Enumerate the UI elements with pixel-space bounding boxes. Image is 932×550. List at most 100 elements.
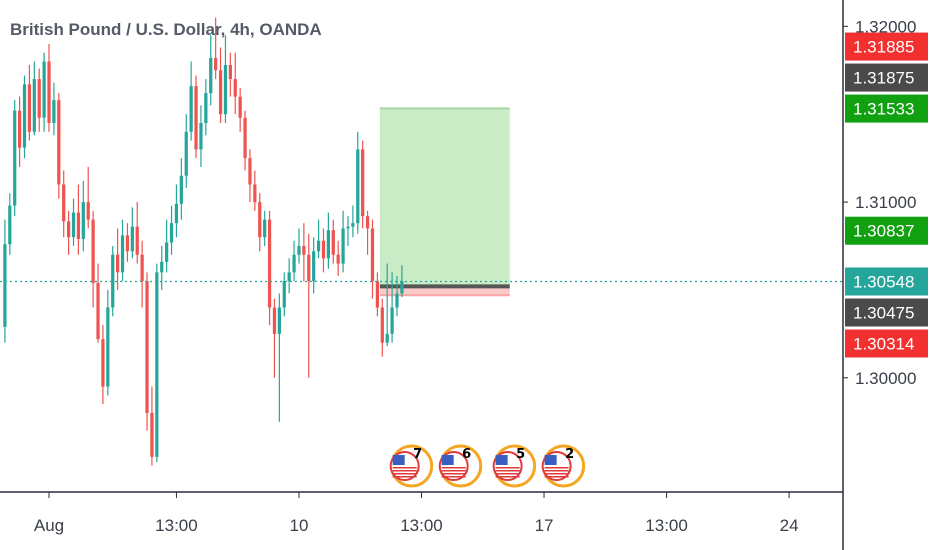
candle-body	[282, 281, 286, 308]
candle	[248, 149, 252, 203]
candle-body	[316, 240, 321, 252]
candle	[336, 240, 340, 276]
candle	[209, 35, 213, 106]
candle-body	[267, 219, 272, 308]
candle-body	[62, 184, 66, 222]
position-tool[interactable]	[379, 107, 510, 297]
candle	[199, 105, 203, 167]
candle	[243, 110, 247, 171]
candle-body	[370, 228, 375, 282]
candle-body	[346, 226, 350, 229]
flag-stripe	[544, 473, 569, 475]
candle	[120, 219, 125, 282]
price-tag-bg	[845, 216, 928, 245]
candle-body	[243, 117, 247, 159]
candle	[194, 75, 198, 159]
flag-stripe	[544, 470, 569, 472]
candle-body	[42, 61, 46, 118]
candle-body	[263, 219, 267, 238]
flag-canton	[441, 455, 454, 465]
price-tag-bg	[845, 32, 928, 61]
candle	[370, 219, 375, 299]
candle	[91, 210, 95, 308]
candle	[312, 237, 316, 294]
candle	[238, 87, 242, 132]
event-badge[interactable]: 7	[389, 444, 434, 488]
candle	[277, 293, 281, 422]
candle	[351, 205, 355, 238]
candle-body	[66, 221, 71, 238]
candle	[106, 289, 110, 396]
candle-body	[400, 281, 404, 294]
candle	[130, 207, 134, 259]
price-tag-label: 1.30314	[853, 334, 914, 353]
flag-stripe	[441, 467, 466, 469]
candle	[272, 298, 277, 378]
candle-body	[341, 228, 345, 264]
candle	[155, 263, 159, 463]
candle-body	[169, 223, 174, 243]
candle	[140, 240, 144, 308]
flag-canton	[495, 455, 508, 465]
candle-body	[27, 84, 32, 132]
candle	[292, 240, 296, 282]
candle	[179, 158, 183, 220]
events[interactable]: 7 6 5 2	[389, 444, 586, 488]
time-tick-label: 13:00	[645, 516, 688, 535]
candle-body	[395, 293, 399, 308]
candle-body	[248, 158, 252, 185]
candle-body	[375, 281, 380, 308]
candle	[321, 228, 326, 273]
candle	[96, 263, 100, 343]
candle	[17, 96, 22, 167]
candle	[258, 193, 262, 252]
event-badge[interactable]: 5	[492, 444, 537, 488]
candle-body	[292, 254, 296, 273]
flag-stripe	[441, 470, 466, 472]
candle-body	[81, 202, 85, 239]
candle-body	[331, 230, 335, 255]
candle	[380, 298, 384, 357]
price-tag-bg	[845, 267, 928, 296]
candle-body	[17, 110, 22, 148]
candle	[267, 210, 272, 326]
flag-stripe	[495, 470, 520, 472]
candle-body	[179, 175, 183, 204]
candle	[47, 43, 51, 132]
candle	[282, 272, 286, 317]
price-tag: 1.31885	[845, 32, 928, 61]
candle-body	[209, 57, 213, 94]
candle-body	[390, 307, 394, 334]
candle	[150, 386, 154, 466]
flag-stripe	[544, 476, 569, 478]
candle	[22, 75, 27, 159]
target-zone[interactable]	[379, 108, 510, 287]
flag-stripe	[441, 476, 466, 478]
candle	[233, 52, 237, 115]
price-tag: 1.31875	[845, 63, 928, 92]
candle-body	[86, 202, 90, 220]
candle	[42, 52, 46, 132]
price-tag: 1.31533	[845, 94, 928, 123]
candle	[86, 166, 90, 229]
candle-body	[277, 307, 281, 334]
candle-body	[8, 205, 12, 245]
candle-body	[189, 86, 193, 132]
chart-title: British Pound / U.S. Dollar, 4h, OANDA	[10, 20, 322, 39]
candle-body	[194, 86, 198, 150]
candle	[346, 216, 350, 246]
candle-body	[297, 246, 301, 255]
price-tag: 1.30314	[845, 329, 928, 358]
candle	[52, 82, 56, 136]
candle	[66, 210, 71, 255]
stop-zone[interactable]	[379, 286, 510, 296]
price-tags: 1.318851.318751.315331.308371.3054803:39…	[845, 32, 928, 358]
event-badge[interactable]: 2	[541, 444, 586, 488]
candle	[287, 258, 291, 294]
candle	[135, 202, 139, 264]
event-badge[interactable]: 6	[438, 444, 483, 488]
price-tag-label: 1.31885	[853, 38, 914, 57]
candle	[356, 131, 360, 234]
